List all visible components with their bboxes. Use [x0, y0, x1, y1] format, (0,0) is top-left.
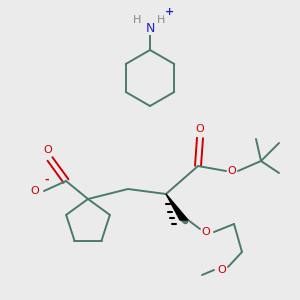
Text: +: +: [164, 7, 174, 17]
Text: O: O: [218, 265, 226, 275]
Text: O: O: [196, 124, 204, 134]
Text: H: H: [157, 15, 165, 25]
Text: O: O: [228, 166, 236, 176]
Text: H: H: [133, 15, 141, 25]
Text: O: O: [44, 145, 52, 155]
Polygon shape: [166, 194, 188, 220]
Text: -: -: [45, 175, 49, 185]
Text: N: N: [145, 22, 155, 34]
Text: O: O: [202, 227, 210, 237]
Text: O: O: [31, 186, 39, 196]
